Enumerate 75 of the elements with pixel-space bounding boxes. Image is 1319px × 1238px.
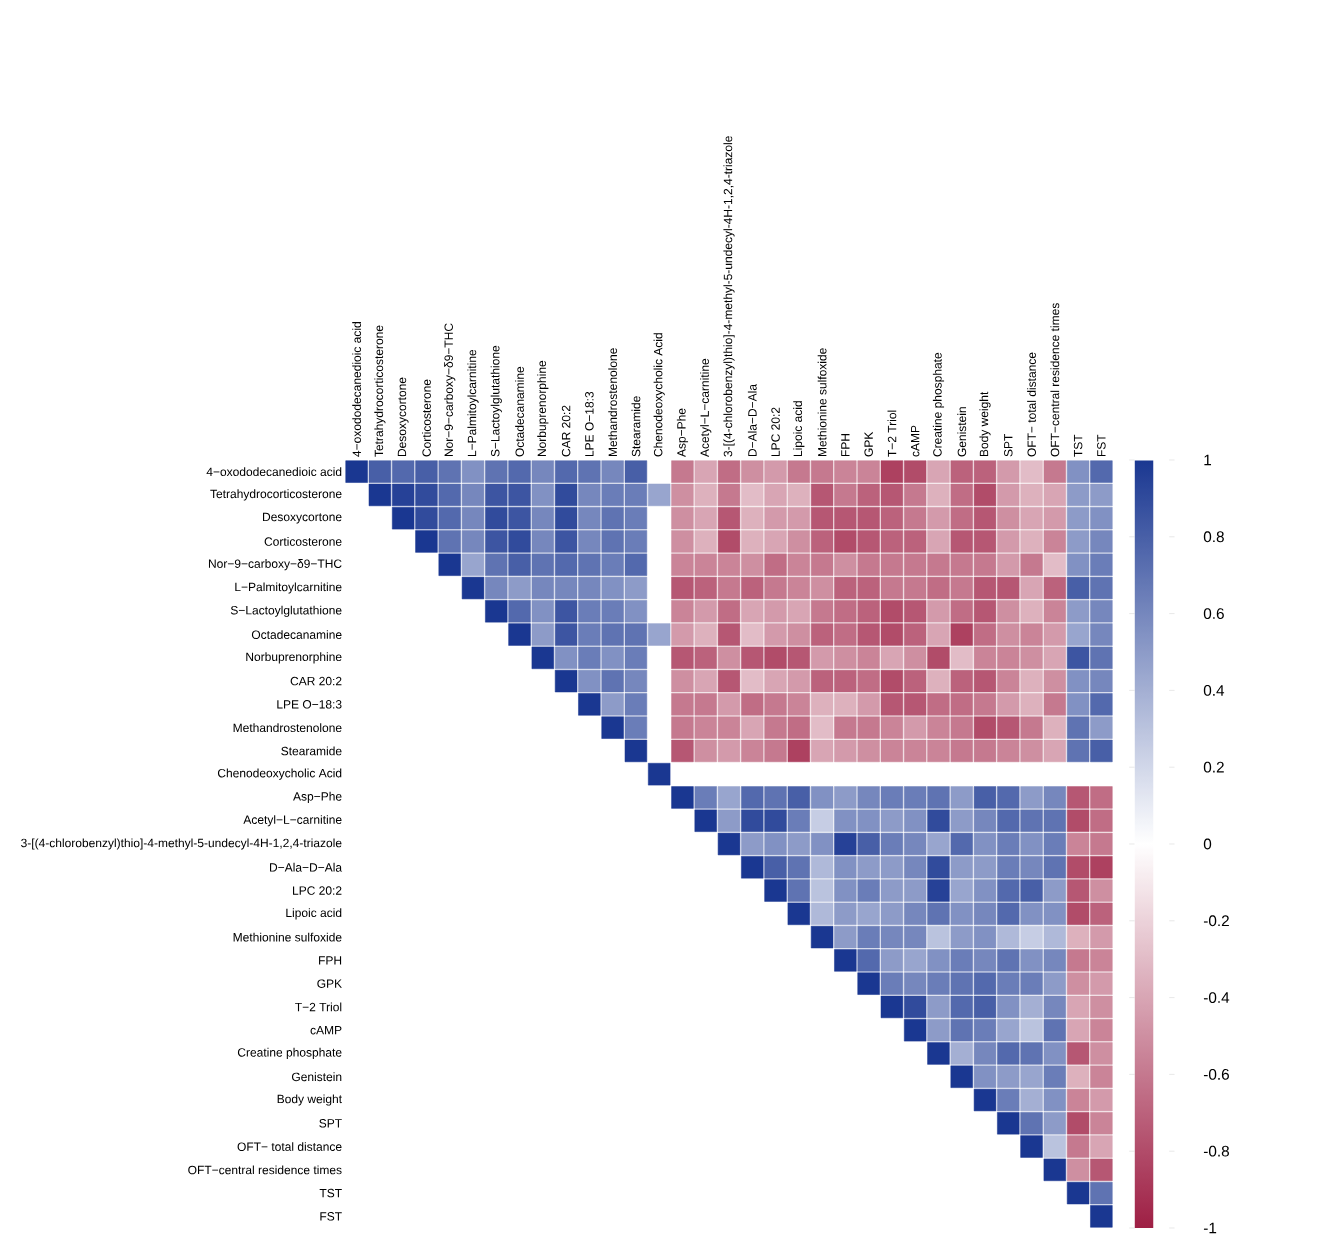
x-tick-label: Methandrostenolone (608, 348, 618, 457)
color-bar-label: 0.2 (1203, 761, 1224, 773)
x-tick-label: Chenodeoxycholic Acid (653, 333, 665, 457)
color-bar-label: 0.4 (1203, 684, 1225, 696)
y-tick-label: Octadecanamine (251, 630, 342, 639)
y-tick-label: Creatine phosphate (237, 1047, 342, 1060)
x-tick-label: Asp−Phe (676, 408, 689, 458)
x-tick-label: Octadecanamine (515, 366, 524, 457)
color-bar-label: 0.6 (1203, 608, 1224, 620)
x-tick-label: S−Lactoylglutathione (490, 345, 502, 457)
x-tick-label: TST (1073, 434, 1083, 457)
y-tick-label: LPC 20:2 (293, 886, 342, 895)
y-tick-label: cAMP (310, 1025, 342, 1035)
y-tick-label: Genistein (291, 1072, 342, 1082)
x-tick-label: CAR 20:2 (561, 405, 571, 457)
color-bar-label: -0.2 (1203, 915, 1229, 927)
x-tick-label: OFT−central residence times (1050, 303, 1060, 457)
x-tick-label: Nor−9−carboxy−δ9−THC (444, 323, 456, 457)
x-tick-label: Genistein (957, 407, 967, 457)
x-tick-label: Corticosterone (422, 379, 431, 457)
y-tick-label: Lipoic acid (286, 908, 342, 920)
color-bar-label: -0.6 (1203, 1068, 1229, 1080)
x-tick-label: Stearamide (631, 396, 641, 457)
y-tick-label: 3-[(4-chlorobenzyl)thio]-4-methyl-5-undecyl-4H-1,2,4-triazole (21, 838, 342, 850)
x-tick-label: cAMP (911, 425, 920, 457)
color-bar-label: -0.4 (1203, 992, 1230, 1004)
color-bar-label: 0.8 (1203, 531, 1224, 543)
y-tick-label: LPE O−18:3 (277, 700, 342, 709)
color-bar-label: 0 (1203, 838, 1212, 850)
x-tick-label: Creatine phosphate (932, 352, 945, 457)
color-bar-label: -0.8 (1203, 1145, 1229, 1157)
y-tick-label: SPT (319, 1119, 342, 1128)
x-tick-label: OFT− total distance (1027, 352, 1036, 457)
y-tick-label: Methionine sulfoxide (233, 932, 342, 942)
x-tick-label: GPK (864, 431, 873, 457)
y-tick-label: FPH (319, 956, 342, 965)
color-bar-label: -1 (1203, 1222, 1217, 1234)
x-tick-label: Body weight (979, 391, 991, 457)
color-bar-label: 1 (1204, 454, 1212, 466)
y-tick-label: T−2 Triol (295, 1002, 342, 1012)
x-tick-label: LPC 20:2 (771, 407, 780, 457)
y-tick-label: Asp−Phe (293, 791, 342, 804)
y-tick-label: FST (320, 1212, 342, 1221)
x-tick-label: FPH (841, 434, 850, 457)
y-tick-label: L−Palmitoylcarnitine (235, 582, 342, 594)
y-tick-label: Chenodeoxycholic Acid (217, 768, 342, 780)
y-tick-label: Corticosterone (264, 537, 342, 546)
x-tick-label: Methionine sulfoxide (817, 348, 827, 457)
y-tick-label: OFT− total distance (237, 1142, 342, 1151)
x-tick-label: FST (1097, 434, 1106, 457)
x-tick-label: Lipoic acid (793, 401, 805, 457)
y-tick-label: 4−oxododecanedioic acid (206, 467, 342, 477)
y-tick-label: Norbuprenorphine (246, 652, 342, 664)
y-tick-label: OFT−central residence times (188, 1165, 342, 1175)
x-tick-label: T−2 Triol (887, 410, 897, 457)
y-tick-label: D−Ala−D−Ala (270, 862, 343, 872)
x-tick-label: Desoxycortone (397, 377, 409, 457)
y-tick-label: Stearamide (281, 746, 342, 756)
y-tick-label: S−Lactoylglutathione (230, 605, 342, 617)
y-tick-label: GPK (317, 979, 342, 988)
y-tick-label: Methandrostenolone (233, 723, 342, 733)
x-tick-label: LPE O−18:3 (585, 391, 594, 457)
y-tick-label: Nor−9−carboxy−δ9−THC (208, 559, 342, 571)
y-tick-label: Body weight (277, 1094, 342, 1106)
y-tick-label: CAR 20:2 (290, 676, 342, 686)
x-tick-label: SPT (1004, 434, 1013, 457)
y-tick-label: TST (319, 1188, 342, 1198)
x-tick-label: L−Palmitoylcarnitine (467, 349, 479, 457)
x-tick-label: 3-[(4-chlorobenzyl)thio]-4-methyl-5-undecyl-4H-1,2,4-triazole (723, 136, 735, 457)
y-tick-label: Tetrahydrocorticosterone (210, 489, 342, 501)
x-tick-label: Acetyl−L−carnitine (700, 358, 712, 458)
x-tick-label: D−Ala−D−Ala (747, 384, 757, 457)
x-tick-label: Norbuprenorphine (537, 360, 549, 457)
y-tick-label: Acetyl−L−carnitine (243, 815, 342, 827)
y-tick-label: Desoxycortone (263, 512, 342, 524)
